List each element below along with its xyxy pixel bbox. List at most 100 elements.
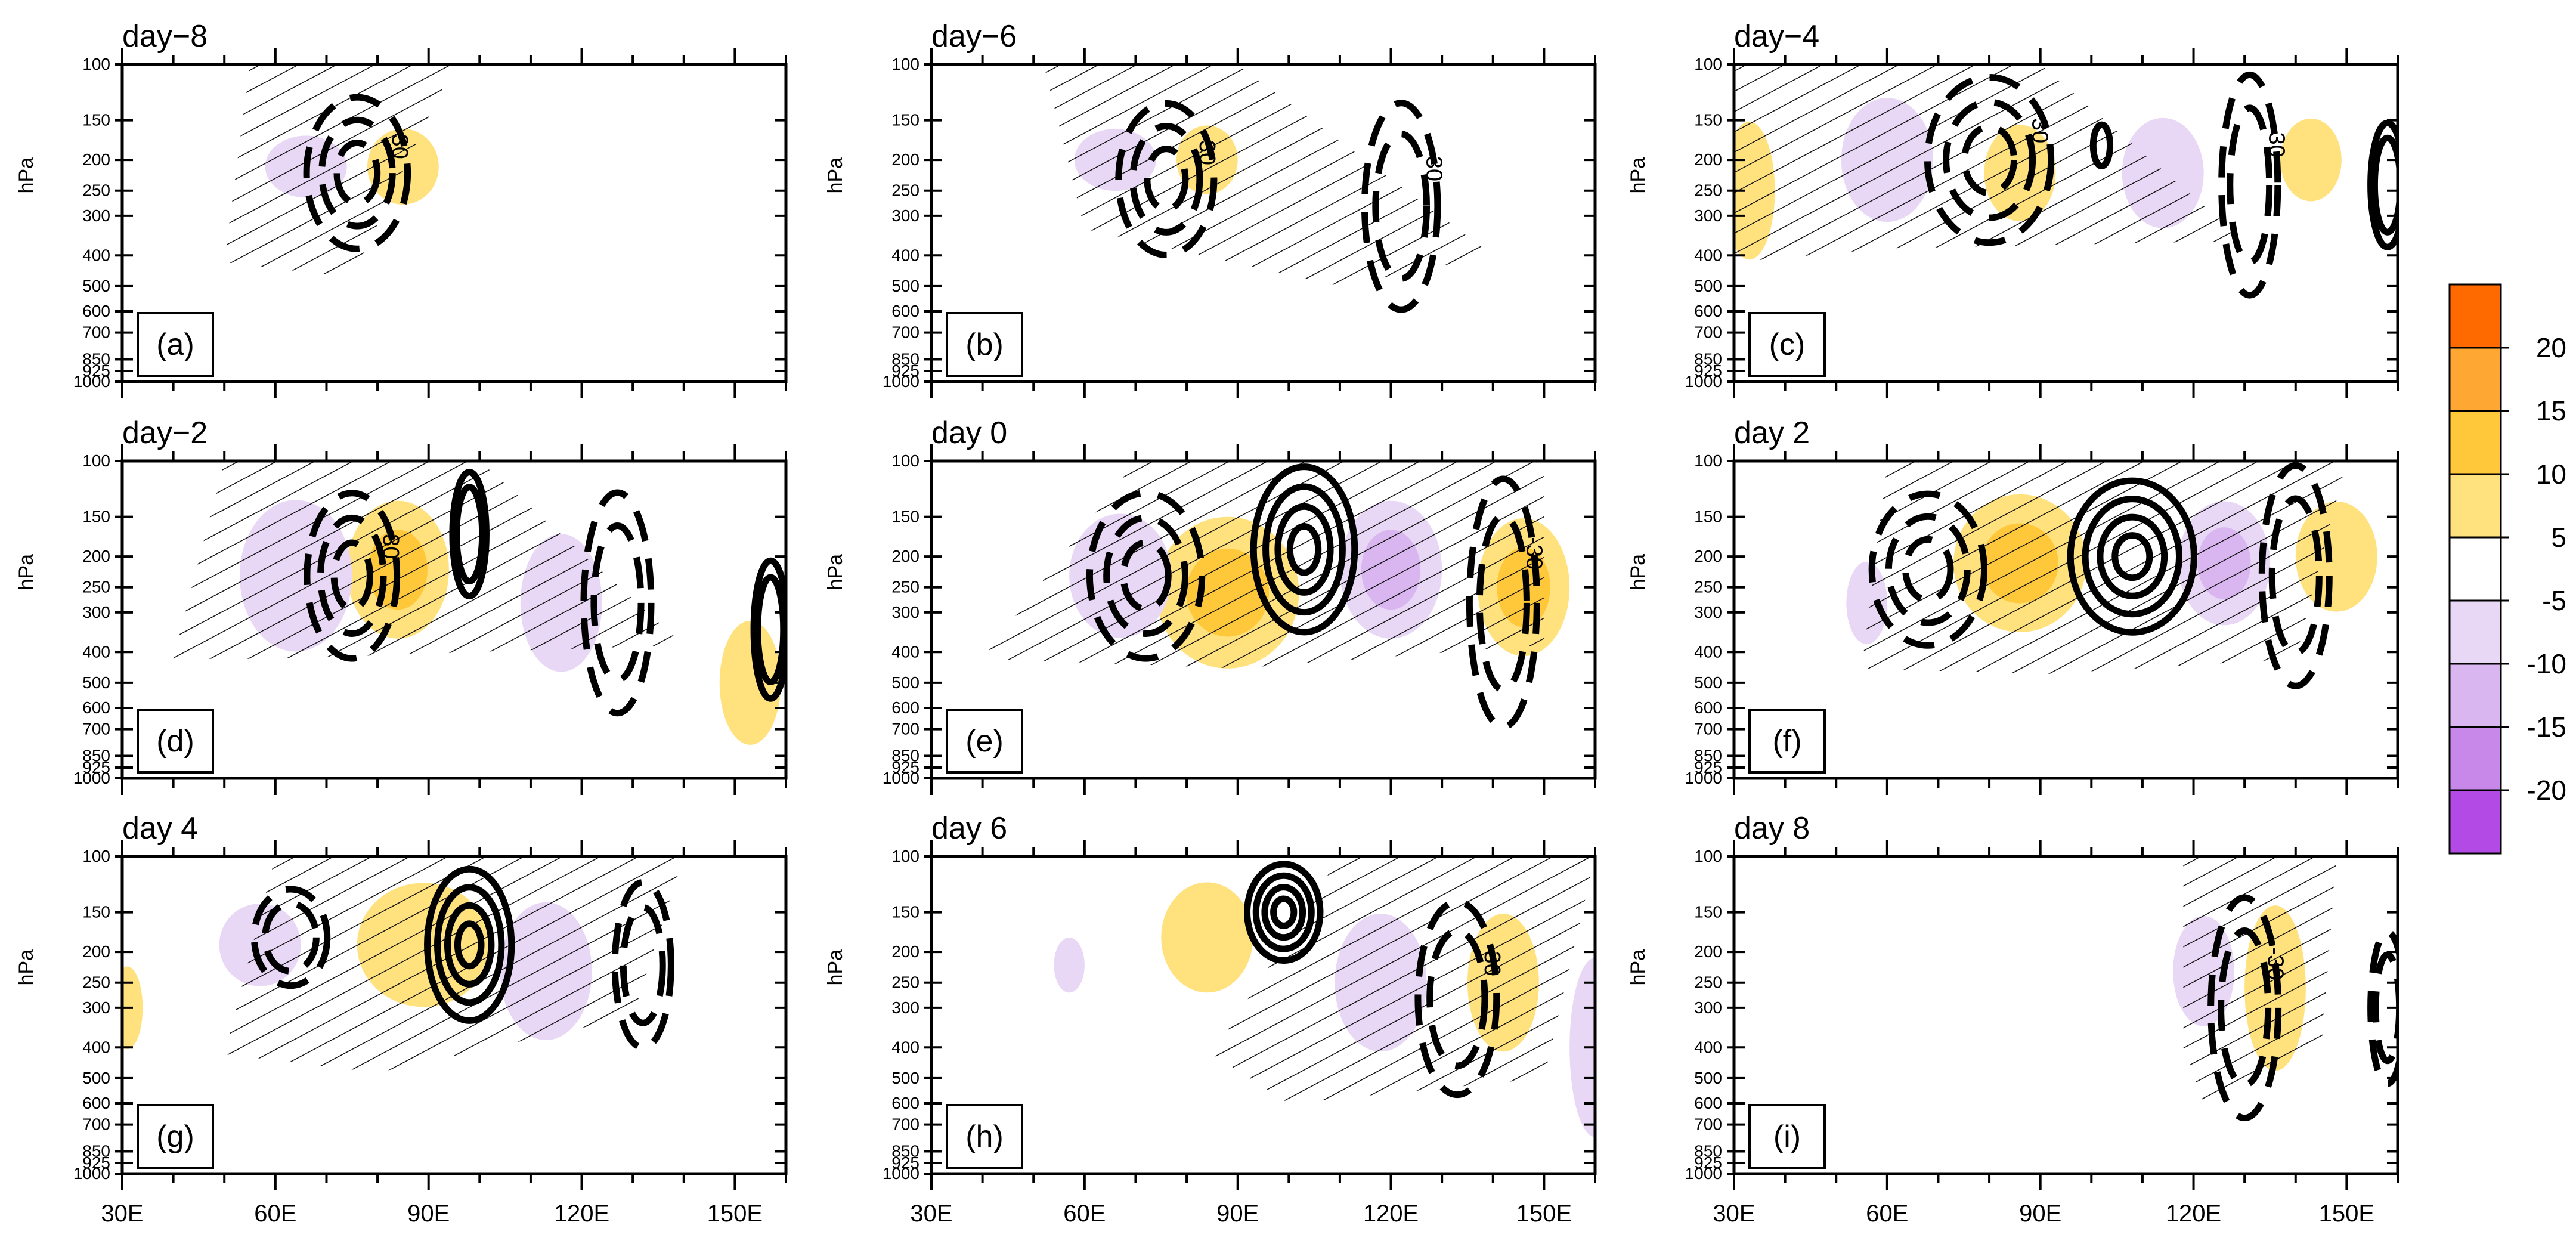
- x-tick-label: 90E: [407, 1201, 450, 1227]
- y-tick-label: 1000: [73, 769, 110, 787]
- panel-frame: [1732, 63, 2399, 383]
- negative-contour-0: [1885, 513, 1971, 626]
- x-tick-label: 120E: [2166, 1201, 2221, 1227]
- y-tick-label: 200: [891, 150, 919, 169]
- y-axis-label: hPa: [824, 554, 847, 590]
- contour-label: -30: [1521, 537, 1546, 570]
- panel-letter-box: [1748, 1104, 1826, 1169]
- y-tick-label: 925: [1694, 758, 1722, 777]
- y-tick-label: 300: [1694, 603, 1722, 621]
- negative-contour-1: [611, 879, 674, 1051]
- panel-letter-box: [1748, 709, 1826, 774]
- panel-letter: (g): [156, 1119, 194, 1154]
- negative-contour-1: [1361, 100, 1441, 313]
- y-tick-label: 700: [82, 720, 110, 738]
- positive-anomaly-0: [1161, 882, 1253, 993]
- y-tick-label: 400: [82, 246, 110, 264]
- y-tick-label: 200: [1694, 150, 1722, 169]
- y-axis-label: hPa: [1627, 157, 1649, 194]
- significance-hatch: [224, 64, 454, 278]
- x-tick-label: 30E: [1713, 1201, 1755, 1227]
- y-tick-label: 925: [82, 1153, 110, 1172]
- y-tick-label: 100: [891, 55, 919, 73]
- y-tick-label: 600: [82, 302, 110, 320]
- colorbar-segment-3: [2448, 473, 2502, 539]
- negative-contour-0: [1120, 539, 1172, 612]
- colorbar-tick-label: 5: [2551, 522, 2566, 553]
- y-tick-label: 600: [82, 698, 110, 717]
- x-tick-label: 150E: [2319, 1201, 2374, 1227]
- y-tick-label: 600: [1694, 1094, 1722, 1112]
- y-tick-label: 700: [1694, 323, 1722, 342]
- panel-title: day−6: [931, 19, 1017, 54]
- negative-contour-0: [262, 900, 320, 975]
- negative-contour-0: [1103, 514, 1189, 637]
- y-tick-label: 500: [1694, 277, 1722, 295]
- colorbar-tick-label: 15: [2536, 395, 2566, 426]
- y-tick-label: 600: [1694, 302, 1722, 320]
- y-tick-label: 400: [1694, 642, 1722, 661]
- x-tick-label: 120E: [1363, 1201, 1419, 1227]
- positive-contour-0: [1244, 861, 1324, 964]
- panel-title: day−4: [1734, 19, 1819, 54]
- positive-contour-0: [1262, 483, 1346, 616]
- panel-e: -30 100 150 200 250 300 400 500 600 700 8509251000…: [824, 416, 1597, 795]
- y-tick-label: 400: [1694, 246, 1722, 264]
- panel-title: day−8: [122, 19, 208, 54]
- panel-letter-box: [137, 312, 214, 377]
- y-tick-label: 1000: [73, 372, 110, 391]
- y-tick-label: 700: [891, 323, 919, 342]
- panel-frame: [120, 63, 788, 383]
- positive-contour-0: [444, 902, 495, 988]
- y-tick-label: 700: [82, 323, 110, 342]
- y-tick-label: 250: [891, 578, 919, 596]
- y-tick-label: 1000: [883, 769, 919, 787]
- panel-letter: (h): [965, 1119, 1004, 1154]
- y-tick-label: 200: [1694, 942, 1722, 961]
- y-tick-label: 400: [1694, 1038, 1722, 1056]
- positive-contour-1: [750, 557, 786, 702]
- y-tick-label: 300: [82, 603, 110, 621]
- y-tick-label: 300: [82, 206, 110, 225]
- y-tick-label: 850: [1694, 1141, 1722, 1160]
- y-tick-label: 100: [891, 847, 919, 865]
- colorbar-segment-5: [2448, 599, 2502, 665]
- y-tick-label: 200: [82, 547, 110, 565]
- y-tick-label: 400: [891, 1038, 919, 1056]
- y-tick-label: 500: [1694, 1069, 1722, 1087]
- negative-contour-0: [250, 886, 331, 989]
- panel-frame: [1732, 855, 2399, 1175]
- y-tick-label: 500: [82, 1069, 110, 1087]
- negative-contour-0: [318, 116, 396, 230]
- negative-contour-0: [317, 514, 387, 637]
- colorbar-segment-6: [2448, 663, 2502, 728]
- negative-contour-0: [1115, 100, 1218, 259]
- y-tick-label: 400: [891, 246, 919, 264]
- x-tick-label: 90E: [2019, 1201, 2061, 1227]
- x-tick-label: 150E: [1516, 1201, 1572, 1227]
- y-tick-label: 925: [891, 1153, 919, 1172]
- y-tick-label: 925: [1694, 361, 1722, 380]
- y-tick-label: 500: [1694, 673, 1722, 692]
- y-tick-label: 850: [1694, 349, 1722, 368]
- y-tick-label: 300: [1694, 206, 1722, 225]
- panel-letter: (f): [1772, 724, 1801, 759]
- y-tick-label: 925: [82, 758, 110, 777]
- positive-contour-0: [424, 865, 515, 1024]
- negative-contour-1: [2218, 71, 2281, 299]
- significance-hatch: [2183, 856, 2337, 1103]
- negative-contour-0: [304, 490, 401, 662]
- positive-contour-1: [2367, 119, 2398, 250]
- y-tick-label: 500: [891, 673, 919, 692]
- y-tick-label: 850: [1694, 746, 1722, 765]
- panel-letter-box: [1748, 312, 1826, 377]
- colorbar-segment-1: [2448, 347, 2502, 412]
- panel-i: -30 100 150 200 250 300 400 500 600 700 8509251000…: [1627, 811, 2399, 1227]
- negative-contour-1: [580, 489, 655, 717]
- negative-contour-0: [1144, 146, 1189, 213]
- positive-contour-1: [754, 574, 786, 686]
- x-tick-label: 30E: [910, 1201, 952, 1227]
- y-tick-label: 925: [891, 361, 919, 380]
